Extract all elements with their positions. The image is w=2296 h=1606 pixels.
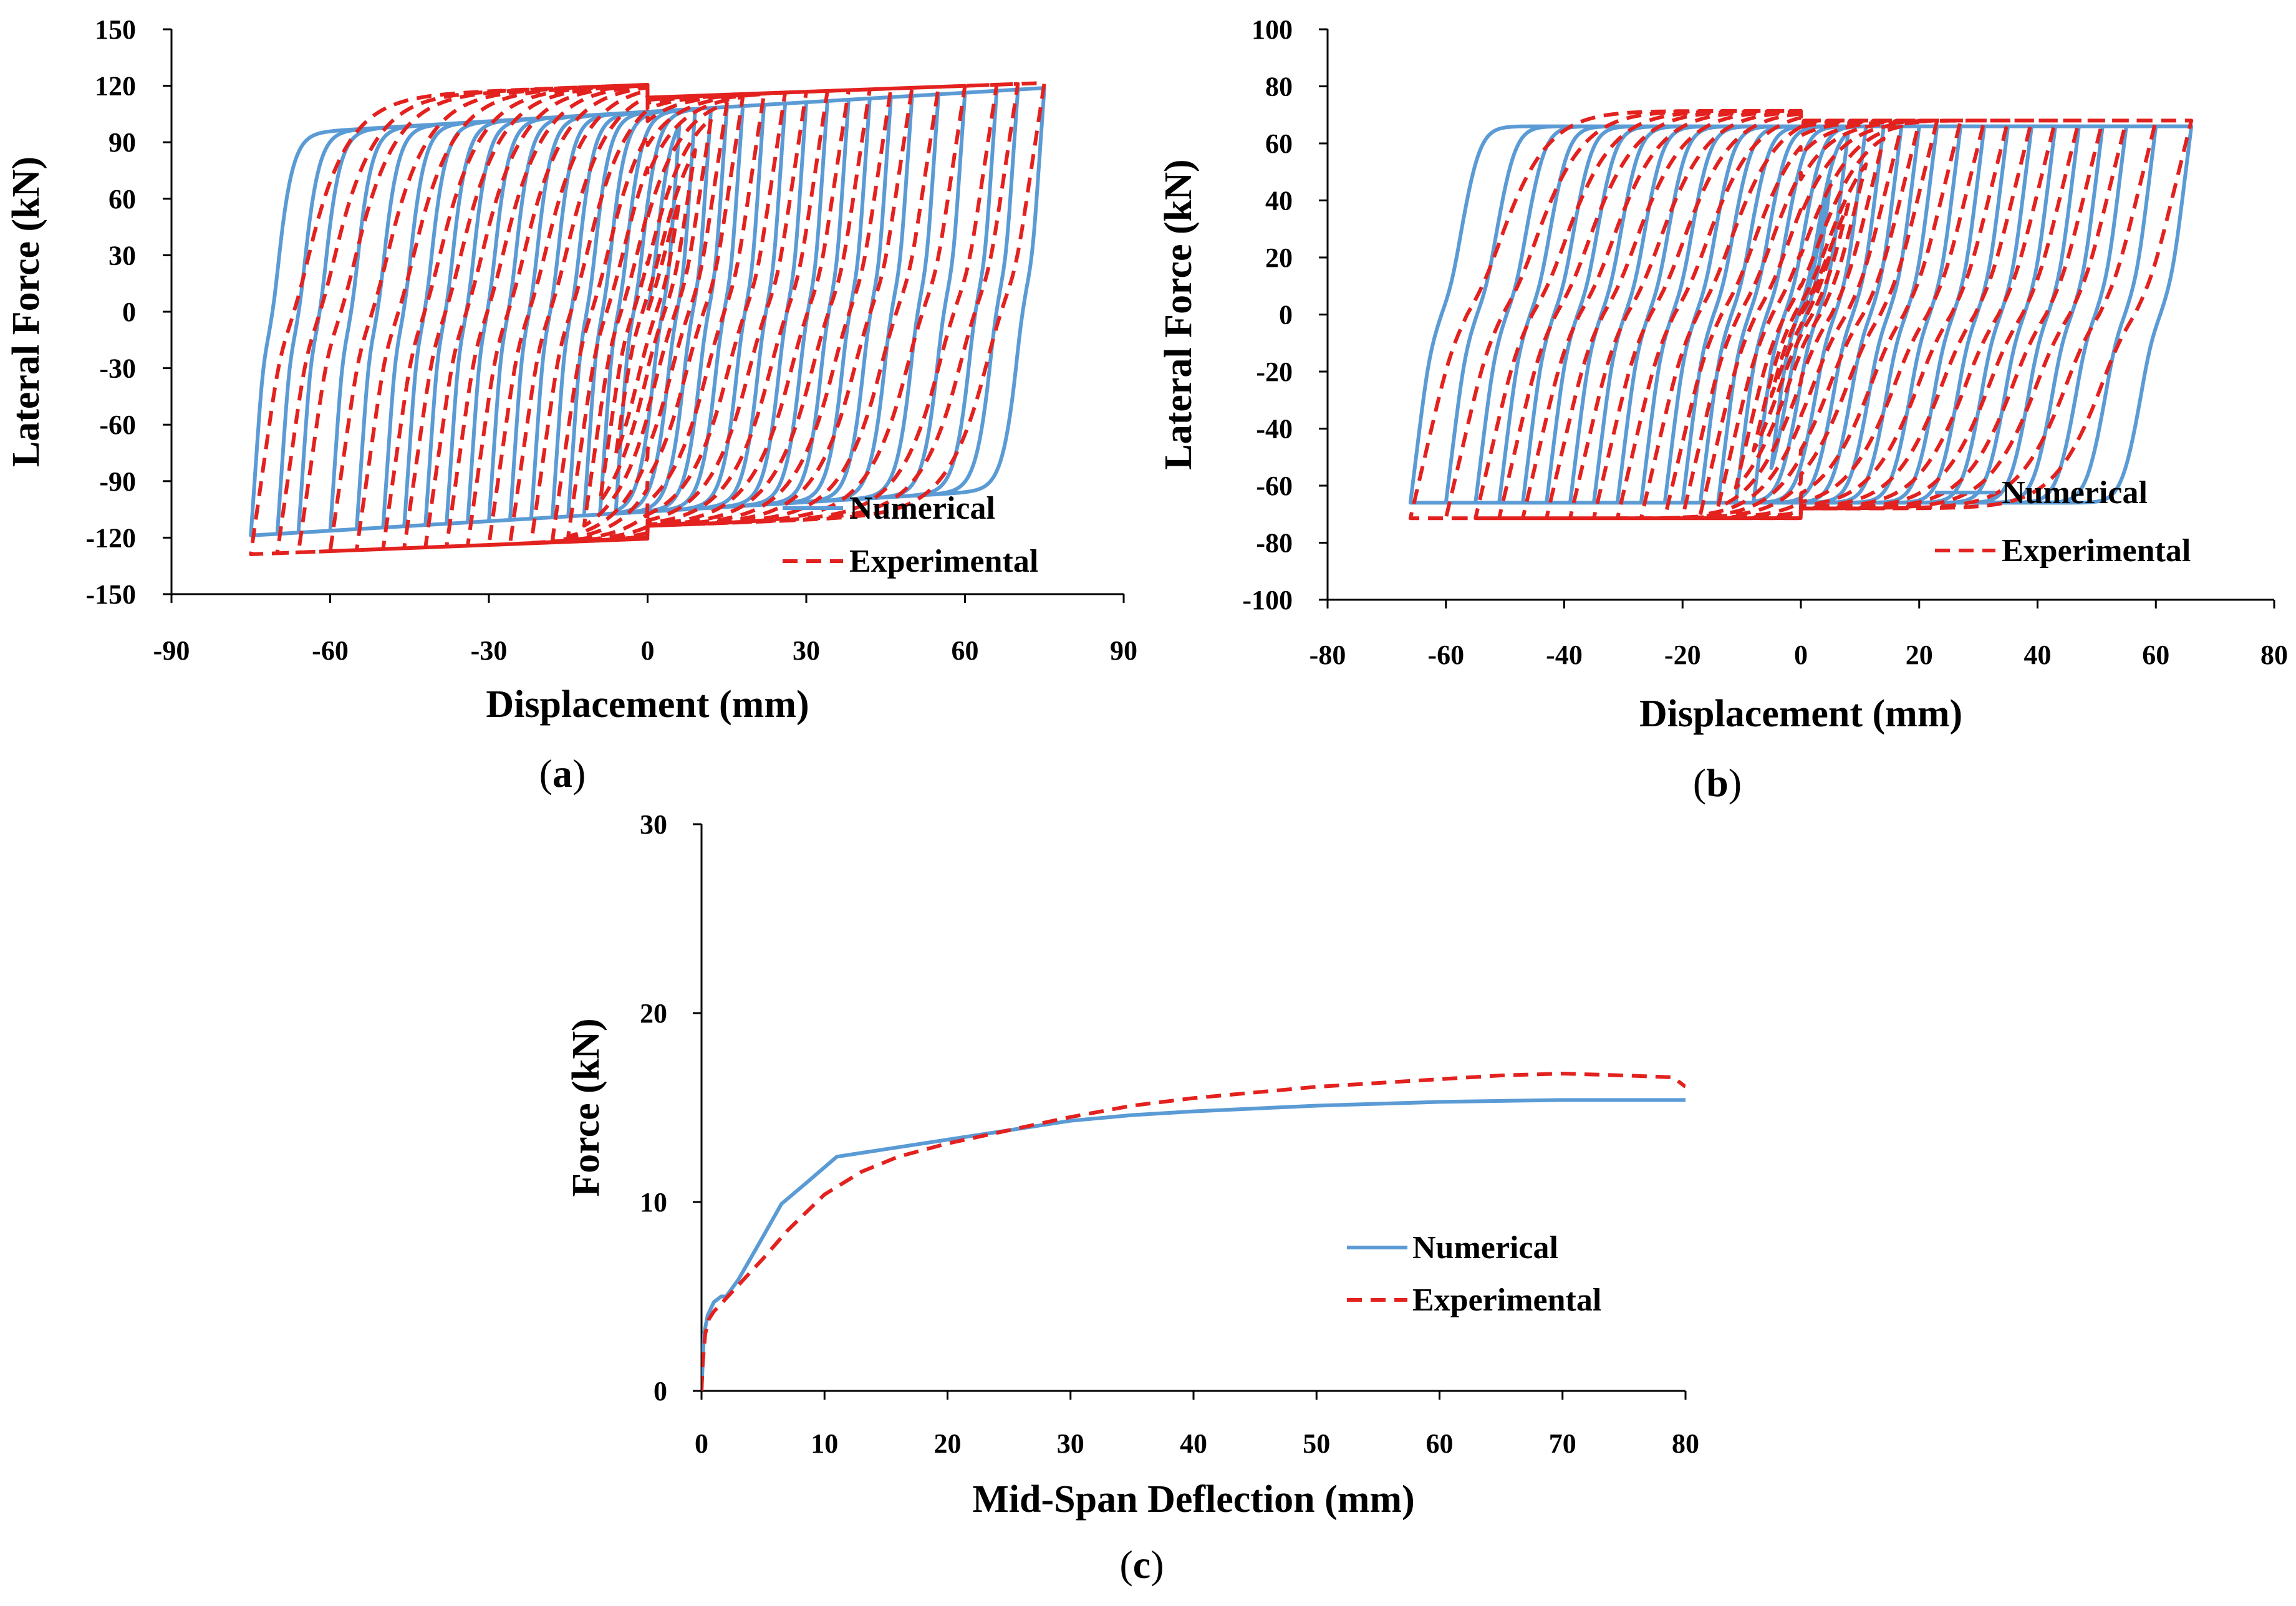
panel-label: (a)	[539, 751, 586, 796]
x-tick-label: -60	[1427, 640, 1464, 670]
y-tick-label: 30	[109, 240, 136, 271]
y-axis-title: Lateral Force (kN)	[5, 156, 47, 467]
x-tick-label: 20	[934, 1428, 962, 1459]
y-tick-label: 120	[95, 71, 136, 102]
y-tick-label: 60	[1265, 128, 1293, 159]
legend-label-numerical: Numerical	[2002, 475, 2148, 511]
y-tick-label: 40	[1265, 186, 1293, 216]
y-tick-label: -40	[1256, 414, 1293, 445]
x-tick-label: 60	[952, 635, 979, 666]
y-tick-label: -90	[99, 466, 136, 497]
x-tick-label: 20	[1906, 640, 1933, 670]
y-tick-label: 0	[654, 1376, 667, 1406]
x-tick-label: 0	[641, 635, 655, 666]
y-tick-label: 80	[1265, 72, 1293, 102]
panel-label: (b)	[1693, 761, 1742, 805]
y-tick-label: -60	[99, 410, 136, 440]
y-tick-label: 0	[1279, 300, 1293, 330]
y-tick-label: 100	[1252, 14, 1293, 45]
series-line-experimental	[702, 1072, 1686, 1391]
panel-label: (c)	[1119, 1542, 1164, 1587]
legend-label-experimental: Experimental	[849, 544, 1038, 579]
y-tick-label: 10	[640, 1187, 667, 1218]
x-tick-label: 40	[2024, 640, 2052, 670]
x-axis-title: Mid-Span Deflection (mm)	[972, 1478, 1414, 1521]
x-tick-label: 30	[793, 635, 820, 666]
x-tick-label: -40	[1546, 640, 1583, 670]
y-axis-title: Force (kN)	[565, 1018, 607, 1196]
x-tick-label: 90	[1110, 635, 1137, 666]
y-tick-label: 20	[640, 998, 667, 1029]
y-tick-label: 150	[95, 14, 136, 45]
y-tick-label: -120	[85, 522, 136, 553]
x-tick-label: 70	[1549, 1428, 1576, 1459]
x-axis-title: Displacement (mm)	[486, 683, 809, 726]
y-tick-label: -100	[1242, 585, 1293, 615]
y-tick-label: 30	[640, 809, 667, 840]
x-tick-label: 80	[2260, 640, 2288, 670]
series-line-numerical	[702, 1098, 1686, 1391]
chart-panel-c: 0 10 20 30 40 50 60 70 80 0 10 20 30 Mid-Span Deflect…	[565, 809, 1699, 1587]
x-tick-label: 60	[1426, 1428, 1454, 1459]
y-axis-title: Lateral Force (kN)	[1157, 159, 1200, 469]
y-tick-label: 20	[1265, 243, 1293, 273]
y-tick-label: 60	[109, 184, 136, 214]
x-axis-title: Displacement (mm)	[1639, 693, 1962, 735]
chart-panel-a: -90 -60 -30 0 30 60 90 -150 -120 -90 -60 -30 0 30 60 90…	[5, 14, 1137, 796]
legend-label-numerical: Numerical	[1412, 1230, 1558, 1266]
series-line-experimental	[1408, 108, 2194, 521]
x-tick-label: -60	[312, 635, 349, 666]
x-tick-label: -20	[1664, 640, 1701, 670]
y-tick-label: -80	[1256, 528, 1293, 559]
y-tick-label: -20	[1256, 357, 1293, 387]
y-tick-label: -30	[99, 353, 136, 384]
x-tick-label: 40	[1180, 1428, 1207, 1459]
x-tick-label: 80	[1672, 1428, 1699, 1459]
x-tick-label: -30	[471, 635, 508, 666]
x-tick-label: 50	[1303, 1428, 1330, 1459]
y-tick-label: -150	[85, 579, 136, 610]
series-line-numerical	[249, 86, 1046, 537]
chart-panel-b: -80 -60 -40 -20 0 20 40 60 80 -100 -80 -60 -40 -20 0 20…	[1157, 14, 2288, 805]
legend-label-experimental: Experimental	[2002, 533, 2191, 569]
x-tick-label: 60	[2142, 640, 2169, 670]
x-tick-label: -80	[1310, 640, 1346, 670]
x-tick-label: -90	[153, 635, 190, 666]
legend-label-numerical: Numerical	[849, 491, 995, 526]
x-tick-label: 0	[695, 1428, 708, 1459]
x-tick-label: 30	[1057, 1428, 1084, 1459]
series-line-experimental	[249, 81, 1046, 556]
x-tick-label: 0	[1794, 640, 1808, 670]
legend-label-experimental: Experimental	[1412, 1282, 1601, 1318]
y-tick-label: 0	[122, 297, 136, 327]
y-tick-label: 90	[109, 127, 136, 158]
x-tick-label: 10	[811, 1428, 838, 1459]
y-tick-label: -60	[1256, 471, 1293, 501]
